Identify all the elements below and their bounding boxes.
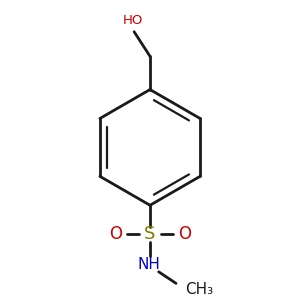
Text: HO: HO [122,14,143,27]
Text: NH: NH [137,257,160,272]
Text: CH₃: CH₃ [185,282,213,297]
Text: O: O [178,225,190,243]
Text: O: O [110,225,122,243]
Text: S: S [144,225,156,243]
